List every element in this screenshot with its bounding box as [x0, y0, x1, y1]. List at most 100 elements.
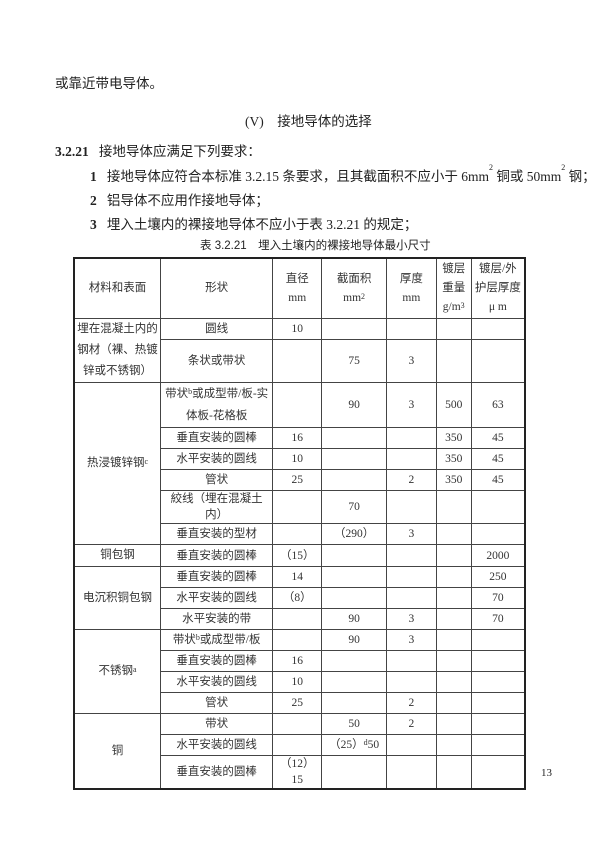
value-cell: 500 [435, 382, 472, 428]
value-cell [435, 544, 472, 567]
value-cell [435, 734, 472, 756]
shape-cell: 带状b或成型带/板 [160, 629, 274, 651]
value-cell: （12）15 [272, 755, 323, 790]
list-item: 2 铝导体不应用作接地导体； [90, 189, 269, 209]
value-cell: 90 [321, 629, 387, 651]
value-cell [470, 734, 526, 756]
value-cell: 90 [321, 382, 387, 428]
shape-cell: 带状 [160, 713, 274, 735]
superscript: c [144, 457, 149, 466]
material-cell: 不锈钢a [73, 629, 162, 714]
clause: 3.2.21 接地导体应满足下列要求： [55, 140, 261, 160]
value-cell: 63 [470, 382, 526, 428]
value-cell [386, 544, 437, 567]
value-cell: 3 [386, 523, 437, 545]
value-cell [272, 339, 323, 383]
value-cell [321, 692, 387, 714]
table-row: 管状 25 2 [74, 692, 526, 714]
value-cell [321, 650, 387, 672]
value-cell: 16 [272, 650, 323, 672]
table-row: 垂直安装的圆棒 （12）15 [74, 755, 526, 790]
table-row: 水平安装的圆线 （25）d50 [74, 734, 526, 756]
section-heading: (V) 接地导体的选择 [245, 114, 372, 129]
value-cell: 75 [321, 339, 387, 383]
value-cell [321, 671, 387, 693]
value-cell [435, 523, 472, 545]
value-cell: 25 [272, 692, 323, 714]
table-row: 电沉积铜包钢 垂直安装的圆棒 14 250 [73, 566, 526, 630]
value-cell [272, 608, 323, 630]
value-cell [321, 427, 387, 449]
shape-cell: 垂直安装的圆棒 [160, 650, 274, 672]
value-cell [321, 566, 387, 588]
material-cell: 热浸镀锌钢c [73, 382, 162, 545]
value-cell [470, 713, 526, 735]
value-cell [435, 629, 472, 651]
value-cell [470, 523, 526, 545]
superscript: b [195, 633, 200, 642]
superscript: d [363, 738, 368, 747]
value-cell [321, 544, 387, 567]
shape-cell: 垂直安装的圆棒 [160, 544, 274, 567]
item-text: 钢； [565, 169, 596, 184]
value-cell [470, 629, 526, 651]
value-cell: 90 [321, 608, 387, 630]
value-cell: 350 [435, 427, 472, 449]
shape-cell: 管状 [160, 469, 274, 491]
value-cell [386, 317, 437, 341]
value-cell [435, 692, 472, 714]
value-cell [386, 490, 437, 524]
shape-cell: 垂直安装的圆棒 [160, 755, 274, 790]
value-cell [435, 608, 472, 630]
page-number: 13 [541, 767, 552, 779]
table-caption: 表 3.2.21 埋入土壤内的裸接地导体最小尺寸 [200, 240, 431, 252]
table-row: 垂直安装的圆棒 16 [74, 650, 526, 672]
column-header: 材料和表面 [73, 257, 162, 319]
value-cell: 45 [470, 448, 526, 470]
value-cell: 70 [470, 608, 526, 630]
material-cell: 铜包钢 [73, 544, 162, 567]
value-cell: 2 [386, 692, 437, 714]
clause-number: 3.2.21 [55, 144, 89, 159]
shape-cell: 圆线 [160, 317, 274, 341]
value-cell: 2 [386, 469, 437, 491]
value-cell: （8） [272, 587, 323, 609]
shape-cell: 水平安装的带 [160, 608, 274, 630]
table-row: 水平安装的圆线 10 [74, 671, 526, 693]
value-cell: 50 [321, 713, 387, 735]
value-cell: 250 [470, 566, 526, 588]
table-row: 铜包钢 垂直安装的圆棒 （15） 2000 [73, 544, 526, 567]
table-row: 水平安装的圆线 10 350 45 [74, 448, 526, 470]
item-text: 铝导体不应用作接地导体； [106, 193, 269, 208]
value-cell: 2000 [470, 544, 526, 567]
value-cell [386, 448, 437, 470]
value-cell [272, 523, 323, 545]
table-row: 铜带状 50 2 [73, 713, 526, 790]
shape-cell: 水平安装的圆线 [160, 671, 274, 693]
column-header: 截面积 mm2 [321, 257, 387, 319]
value-cell: （25）d50 [321, 734, 387, 756]
value-cell [470, 671, 526, 693]
value-cell: 45 [470, 427, 526, 449]
value-cell: （15） [272, 544, 323, 567]
table-row: 水平安装的带 90 3 70 [74, 608, 526, 630]
value-cell [435, 671, 472, 693]
value-cell: 3 [386, 629, 437, 651]
shape-cell: 管状 [160, 692, 274, 714]
value-cell [435, 713, 472, 735]
superscript: 2 [489, 163, 494, 172]
value-cell [321, 755, 387, 790]
value-cell [386, 650, 437, 672]
value-cell: 350 [435, 448, 472, 470]
value-cell [386, 755, 437, 790]
value-cell [272, 382, 323, 428]
superscript: b [188, 387, 193, 396]
value-cell: 10 [272, 317, 323, 341]
value-cell: 10 [272, 671, 323, 693]
min-size-table: 材料和表面 形状 直径 mm 截面积 mm2 厚度 mm 镀层 重量 g/m3 镀层/外 护层厚度 μ m… [73, 257, 526, 790]
value-cell [435, 339, 472, 383]
item-text: 接地导体应符合本标准 3.2.15 条要求，且其截面积不应小于 6mm [106, 169, 490, 184]
value-cell [321, 469, 387, 491]
table-row: 水平安装的圆线 （8） 70 [74, 587, 526, 609]
value-cell: 25 [272, 469, 323, 491]
